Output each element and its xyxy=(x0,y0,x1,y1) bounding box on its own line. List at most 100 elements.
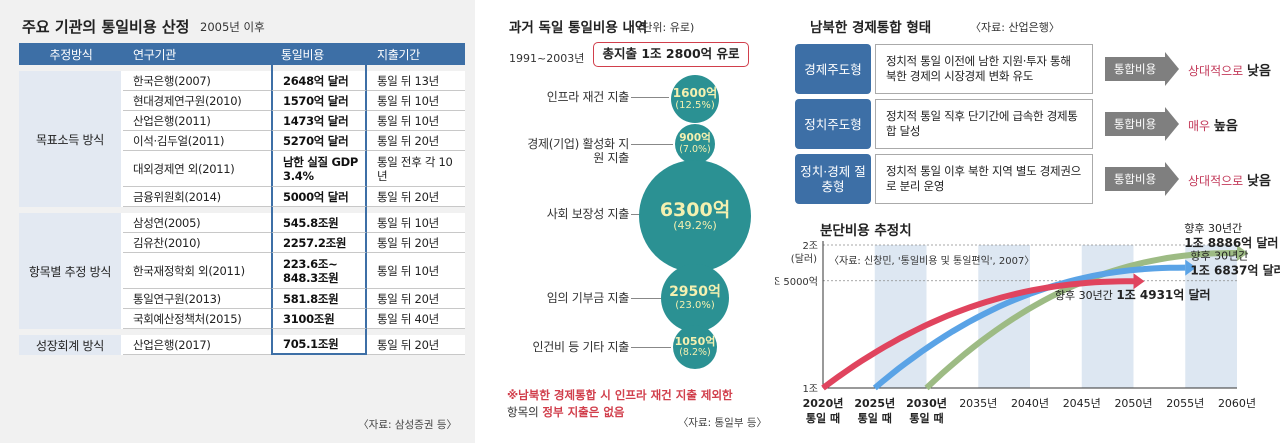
cost-cell: 545.8조원 xyxy=(271,213,367,233)
table-row: 대외경제연 외(2011) 남한 실질 GDP 3.4% 통일 전후 각 10년 xyxy=(19,151,465,187)
chart-band xyxy=(1030,245,1082,388)
period-cell: 통일 뒤 20년 xyxy=(367,233,465,253)
method-cell: 항목별 추정 방식 xyxy=(19,213,123,329)
org-cell: 산업은행(2017) xyxy=(123,335,271,355)
header-org: 연구기관 xyxy=(123,43,271,65)
header-period: 지출기간 xyxy=(367,43,465,65)
chart-x-tick-sublabel: 통일 때 xyxy=(858,411,892,425)
chart-x-tick-label: 2035년 xyxy=(959,397,997,410)
table-row: 통일연구원(2013) 581.8조원 통일 뒤 20년 xyxy=(19,289,465,309)
german-cost-unit: (단위: 유로) xyxy=(638,21,695,34)
cost-cell: 2257.2조원 xyxy=(271,233,367,253)
org-cell: 이석·김두얼(2011) xyxy=(123,131,271,151)
arrow-icon: 통합비용 xyxy=(1105,162,1179,196)
bubble-value: 900억 xyxy=(679,132,711,144)
series-label-pre: 향후 30년간 xyxy=(1190,250,1248,263)
series-arrowhead xyxy=(1185,259,1197,276)
leader-line xyxy=(631,144,673,145)
bubble-value: 1600억 xyxy=(672,85,718,100)
leader-line xyxy=(631,347,671,348)
bubble-pct: (8.2%) xyxy=(679,346,711,358)
german-unification-cost-panel: 과거 독일 통일비용 내역 (단위: 유로) 1991~2003년 총지출 1조… xyxy=(475,0,775,443)
cost-cell: 5000억 달러 xyxy=(271,187,367,207)
org-cell: 김유찬(2010) xyxy=(123,233,271,253)
unification-cost-table: 추정방식 연구기관 통일비용 지출기간 목표소득 방식 한국은행(2007) 2… xyxy=(19,43,465,355)
form-result-pre: 상대적으로 xyxy=(1188,174,1248,188)
org-cell: 한국은행(2007) xyxy=(123,71,271,91)
german-cost-title: 과거 독일 통일비용 내역 xyxy=(509,20,648,36)
arrow-label: 통합비용 xyxy=(1105,112,1165,136)
period-cell: 통일 뒤 20년 xyxy=(367,335,465,355)
table-row: 한국재정학회 외(2011) 223.6조~ 848.3조원 통일 뒤 10년 xyxy=(19,253,465,289)
chart-x-tick-label: 2030년 xyxy=(906,396,947,410)
series-line xyxy=(872,264,1186,391)
org-cell: 현대경제연구원(2010) xyxy=(123,91,271,111)
form-desc: 정치적 통일 직후 단기간에 급속한 경제통합 달성 xyxy=(875,99,1093,149)
table-row: 항목별 추정 방식 삼성연(2005) 545.8조원 통일 뒤 10년 xyxy=(19,213,465,329)
series-arrowhead xyxy=(1133,273,1145,290)
form-row-politics-led: 정치주도형 정치적 통일 직후 단기간에 급속한 경제통합 달성 통합비용 매우… xyxy=(795,99,1265,149)
note-line1: ※남북한 경제통합 시 인프라 재건 지출 제외한 xyxy=(507,388,733,402)
form-result: 매우 높음 xyxy=(1188,115,1238,134)
cost-cell: 705.1조원 xyxy=(271,335,367,355)
header-method: 추정방식 xyxy=(19,43,123,65)
cost-cell: 223.6조~ 848.3조원 xyxy=(271,253,367,289)
method-cell: 성장회계 방식 xyxy=(19,335,123,355)
bubble-value: 6300억 xyxy=(659,198,731,221)
german-cost-total: 총지출 1조 2800억 유로 xyxy=(593,42,749,67)
chart-annotation: 〈자료: 신창민, '통일비용 및 통일편익', 2007〉 xyxy=(829,255,1034,267)
chart-band xyxy=(823,245,875,388)
table-row: 성장회계 방식 산업은행(2017) 705.1조원 통일 뒤 20년 xyxy=(19,335,465,355)
integration-title: 남북한 경제통합 형태 xyxy=(810,20,932,36)
cost-cell: 2648억 달러 xyxy=(271,71,367,91)
form-result: 상대적으로 낮음 xyxy=(1188,170,1271,189)
header-cost: 통일비용 xyxy=(271,43,367,65)
cost-cell: 5270억 달러 xyxy=(271,131,367,151)
series-line xyxy=(821,278,1134,391)
bubble-infrastructure: 1600억 (12.5%) xyxy=(671,75,719,123)
chart-x-tick-label: 2045년 xyxy=(1063,397,1101,410)
cost-cell: 1570억 달러 xyxy=(271,91,367,111)
bubble-personnel: 1050억 (8.2%) xyxy=(673,325,717,369)
method-cell: 목표소득 방식 xyxy=(19,71,123,207)
period-cell: 통일 뒤 13년 xyxy=(367,71,465,91)
bubble-pct: (49.2%) xyxy=(673,219,717,233)
series-label-value: 1조 6837억 달러 xyxy=(1190,263,1280,278)
chart-y-tick-label: 2조 xyxy=(802,241,818,252)
org-cell: 통일연구원(2013) xyxy=(123,289,271,309)
leader-line xyxy=(631,298,665,299)
arrow-icon: 통합비용 xyxy=(1105,107,1179,141)
form-result-pre: 매우 xyxy=(1188,119,1214,133)
form-desc: 정치적 통일 이후 북한 지역 별도 경제권으로 분리 운영 xyxy=(875,154,1093,204)
chart-y-tick-label: 1조 xyxy=(802,384,818,395)
bubble-business-support: 900억 (7.0%) xyxy=(675,124,715,164)
bubble-donations: 2950억 (23.0%) xyxy=(661,264,729,332)
form-row-hybrid: 정치·경제 절충형 정치적 통일 이후 북한 지역 별도 경제권으로 분리 운영… xyxy=(795,154,1271,204)
form-desc: 정치적 통일 이전에 남한 지원·투자 통해 북한 경제의 시장경제 변화 유도 xyxy=(875,44,1093,94)
table-header-row: 추정방식 연구기관 통일비용 지출기간 xyxy=(19,43,465,65)
note-line2-a: 항목의 xyxy=(507,405,543,419)
arrow-icon: 통합비용 xyxy=(1105,52,1179,86)
integration-source: 〈자료: 산업은행〉 xyxy=(970,21,1060,34)
form-key: 정치·경제 절충형 xyxy=(795,154,871,204)
table-row: 이석·김두얼(2011) 5270억 달러 통일 뒤 20년 xyxy=(19,131,465,151)
chart-y-unit-label: (달러) xyxy=(791,253,817,265)
org-cell: 금융위원회(2014) xyxy=(123,187,271,207)
unification-cost-table-panel: 주요 기관의 통일비용 산정 2005년 이후 추정방식 연구기관 통일비용 지… xyxy=(0,0,475,443)
period-cell: 통일 전후 각 10년 xyxy=(367,151,465,187)
table-row: 금융위원회(2014) 5000억 달러 통일 뒤 20년 xyxy=(19,187,465,207)
series-label: 향후 30년간 1조 4931억 달러 xyxy=(1055,287,1211,302)
form-key: 정치주도형 xyxy=(795,99,871,149)
chart-x-tick-label: 2060년 xyxy=(1218,397,1256,410)
chart-x-tick-sublabel: 통일 때 xyxy=(806,411,840,425)
table-row: 김유찬(2010) 2257.2조원 통일 뒤 20년 xyxy=(19,233,465,253)
bubble-pct: (23.0%) xyxy=(675,300,715,312)
cost-cell: 남한 실질 GDP 3.4% xyxy=(271,151,367,187)
bubble-label: 인건비 등 기타 지출 xyxy=(532,340,630,354)
period-cell: 통일 뒤 10년 xyxy=(367,111,465,131)
org-cell: 산업은행(2011) xyxy=(123,111,271,131)
german-cost-note: ※남북한 경제통합 시 인프라 재건 지출 제외한 항목의 정부 지출은 없음 xyxy=(507,387,767,421)
period-cell: 통일 뒤 10년 xyxy=(367,253,465,289)
german-cost-source: 〈자료: 통일부 등〉 xyxy=(677,417,767,429)
